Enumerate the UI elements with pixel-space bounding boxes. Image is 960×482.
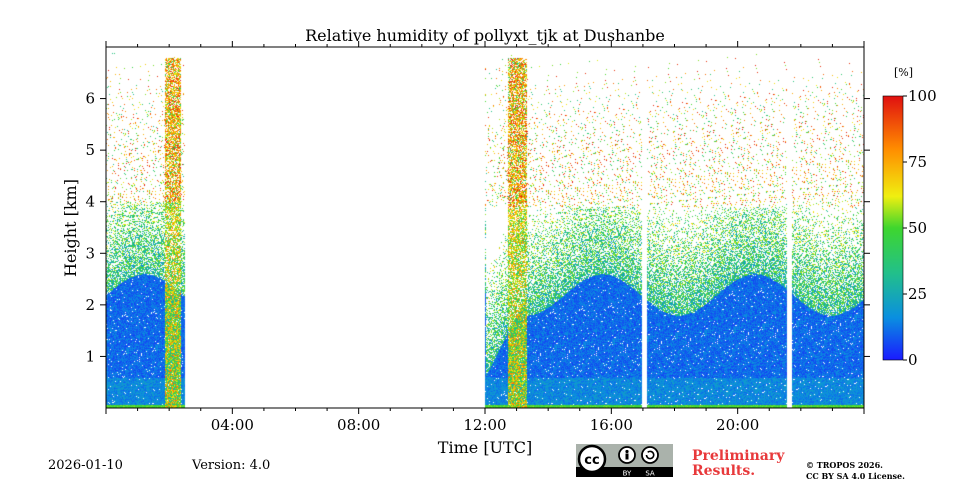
preliminary-line-2: Results. [692,463,756,479]
colorbar-tick-label: 25 [908,285,927,303]
preliminary-results-note: Preliminary Results. [692,449,784,479]
heatmap-raster [106,47,864,408]
colorbar-tick-label: 100 [908,87,937,105]
sa-share-icon [641,446,659,464]
copyright-note: © TROPOS 2026. CC BY SA 4.0 License. [806,460,905,482]
y-tick-label: 6 [85,90,95,108]
cc-icon [577,444,607,474]
svg-text:SA: SA [645,470,655,478]
x-axis: 04:00 08:00 12:00 16:00 20:00 [105,41,865,434]
colorbar-unit: [%] [894,66,913,79]
x-tick-label: 12:00 [463,416,506,434]
copyright-line-1: © TROPOS 2026. [806,460,883,470]
preliminary-line-1: Preliminary [692,448,785,464]
x-axis-label: Time [UTC] [438,438,532,457]
y-axis: 1 2 3 4 5 6 [85,90,870,365]
colorbar-ticks: 0 25 50 75 100 [903,87,937,369]
footer-date: 2026-01-10 [48,458,123,473]
x-tick-label: 16:00 [590,416,633,434]
footer-version: Version: 4.0 [192,458,271,473]
svg-text:cc: cc [584,453,599,468]
y-tick-label: 2 [85,296,95,314]
cc-license-badge: cc BY SA [576,444,673,477]
y-tick-label: 3 [85,244,95,262]
x-tick-label: 04:00 [211,416,254,434]
copyright-line-2: CC BY SA 4.0 License. [806,471,905,481]
svg-text:BY: BY [623,470,632,478]
humidity-heatmap [106,47,864,408]
chart-title: Relative humidity of pollyxt_tjk at Dush… [305,26,665,45]
colorbar-tick-label: 50 [908,219,927,237]
x-tick-label: 08:00 [337,416,380,434]
colorbar-tick-label: 0 [908,351,918,369]
colorbar-tick-label: 75 [908,153,927,171]
y-tick-label: 5 [85,141,95,159]
y-tick-label: 1 [85,347,95,365]
y-axis-label: Height [km] [61,179,80,277]
colorbar [882,95,904,361]
x-tick-label: 20:00 [716,416,759,434]
y-tick-label: 4 [85,193,95,211]
